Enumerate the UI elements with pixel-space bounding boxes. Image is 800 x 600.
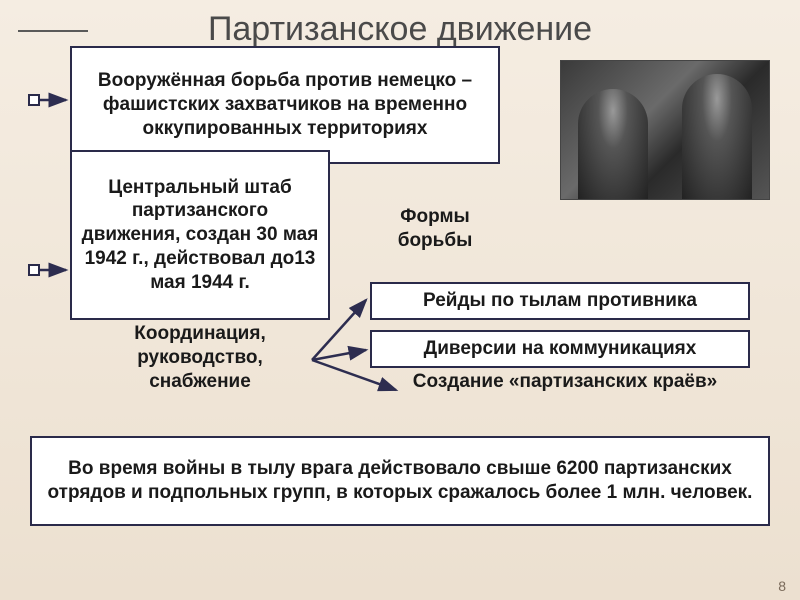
connector-dot-1: [28, 94, 40, 106]
connector-dot-2: [28, 264, 40, 276]
figure-elder: [682, 74, 752, 199]
hq-box: Центральный штаб партизанского движения,…: [70, 150, 330, 320]
slide-number: 8: [778, 578, 786, 594]
hq-text: Центральный штаб партизанского движения,…: [80, 176, 320, 295]
raids-box: Рейды по тылам противника: [370, 282, 750, 320]
definition-text: Вооружённая борьба против немецко – фаши…: [80, 69, 490, 140]
sabotage-text: Диверсии на коммуникациях: [424, 337, 697, 361]
coordination-label: Координация, руководство, снабжение: [85, 322, 315, 393]
figure-young: [578, 89, 648, 199]
forms-label: Формы борьбы: [375, 205, 495, 253]
kraev-label: Создание «партизанских краёв»: [405, 370, 725, 394]
raids-text: Рейды по тылам противника: [423, 289, 697, 313]
sabotage-box: Диверсии на коммуникациях: [370, 330, 750, 368]
summary-box: Во время войны в тылу врага действовало …: [30, 436, 770, 526]
definition-box: Вооружённая борьба против немецко – фаши…: [70, 46, 500, 164]
partisan-photo: [560, 60, 770, 200]
arrow-sabotage: [312, 350, 366, 360]
summary-text: Во время войны в тылу врага действовало …: [40, 457, 760, 505]
page-title: Партизанское движение: [0, 10, 800, 49]
